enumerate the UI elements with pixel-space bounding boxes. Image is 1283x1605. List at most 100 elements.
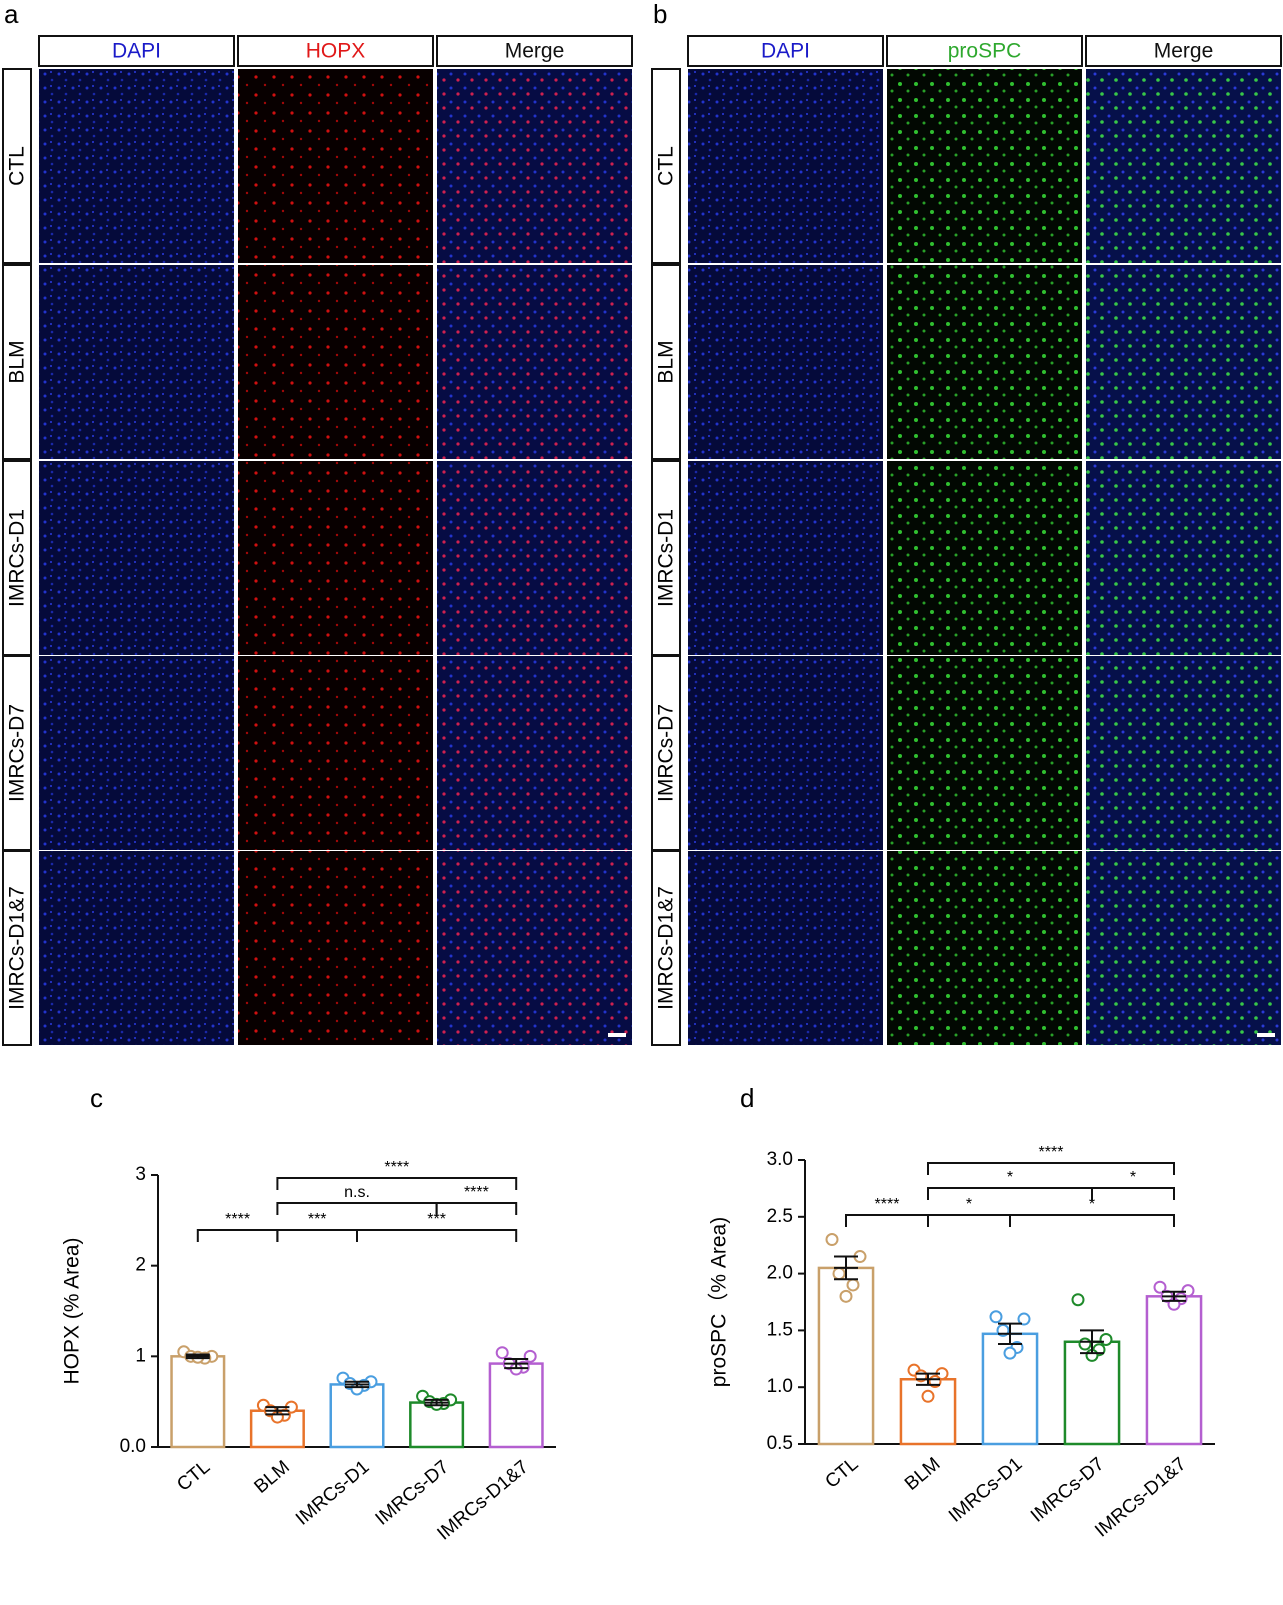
y-tick-label: 2.0 xyxy=(767,1263,793,1284)
micrograph xyxy=(238,69,433,263)
micrograph xyxy=(887,69,1082,263)
scale-bar xyxy=(1257,1033,1275,1037)
significance-bracket xyxy=(276,1202,438,1215)
column-header: Merge xyxy=(505,40,565,63)
column-header-box xyxy=(237,35,434,67)
micrograph xyxy=(1086,461,1281,655)
row-label-box xyxy=(651,264,681,460)
x-tick-label: CTL xyxy=(173,1457,214,1496)
bar xyxy=(1145,1295,1203,1446)
x-tick-label: IMRCs-D7 xyxy=(1027,1454,1108,1527)
row-label-box xyxy=(2,460,32,656)
y-tick-label: 3.0 xyxy=(767,1149,793,1170)
row-label: IMRCs-D7 xyxy=(6,704,29,802)
column-header-box xyxy=(687,35,884,67)
significance-label: **** xyxy=(464,1184,489,1201)
significance-bracket xyxy=(1009,1214,1175,1227)
micrograph xyxy=(238,851,433,1045)
significance-bracket xyxy=(1091,1187,1175,1200)
y-tick-label: 1.0 xyxy=(767,1376,793,1397)
column-header: DAPI xyxy=(761,40,810,63)
panel-label: d xyxy=(740,1083,754,1113)
row-label: IMRCs-D1 xyxy=(655,509,678,607)
row-label: IMRCs-D1 xyxy=(6,509,29,607)
micrograph xyxy=(437,265,632,459)
micrograph xyxy=(887,851,1082,1045)
micrograph xyxy=(238,461,433,655)
y-tick-label: 2.5 xyxy=(767,1206,793,1227)
y-axis-label: proSPC（% Area) xyxy=(708,1217,731,1387)
data-point xyxy=(832,1267,846,1281)
x-tick-label: CTL xyxy=(821,1454,862,1493)
micrograph xyxy=(39,656,234,850)
y-tick-label: 0.5 xyxy=(767,1433,793,1454)
data-point xyxy=(1099,1332,1113,1346)
bar xyxy=(170,1355,226,1449)
significance-label: * xyxy=(966,1196,972,1213)
data-point xyxy=(846,1278,860,1292)
data-point xyxy=(1017,1312,1031,1326)
significance-bracket xyxy=(196,1229,279,1242)
y-tick-label: 1.5 xyxy=(767,1319,793,1340)
row-label: IMRCs-D1&7 xyxy=(6,886,29,1010)
micrograph xyxy=(437,851,632,1045)
significance-bracket xyxy=(927,1187,1093,1200)
micrograph xyxy=(688,461,883,655)
significance-label: **** xyxy=(875,1196,900,1213)
micrograph xyxy=(39,69,234,263)
panel-label: c xyxy=(90,1083,103,1113)
y-tick-label: 2 xyxy=(135,1255,146,1276)
micrograph xyxy=(437,656,632,850)
x-tick-label: BLM xyxy=(901,1454,944,1495)
data-point xyxy=(1181,1284,1195,1298)
significance-label: **** xyxy=(384,1159,409,1176)
row-label: CTL xyxy=(655,146,678,186)
bar xyxy=(899,1377,957,1446)
micrograph xyxy=(39,461,234,655)
micrograph xyxy=(238,265,433,459)
micrograph xyxy=(1086,69,1281,263)
y-axis-label: HOPX (% Area) xyxy=(61,1237,84,1384)
column-header: HOPX xyxy=(306,40,366,63)
micrograph xyxy=(437,461,632,655)
y-tick-label: 3 xyxy=(135,1164,146,1185)
data-point xyxy=(1071,1293,1085,1307)
row-label-box xyxy=(2,264,32,460)
row-label-box xyxy=(651,68,681,264)
column-header: proSPC xyxy=(948,40,1022,63)
significance-bracket xyxy=(927,1162,1175,1175)
row-label-box xyxy=(651,460,681,656)
row-label: IMRCs-D7 xyxy=(655,704,678,802)
micrograph xyxy=(437,69,632,263)
data-point xyxy=(1078,1337,1092,1351)
column-header: Merge xyxy=(1154,40,1214,63)
significance-label: **** xyxy=(225,1211,250,1228)
significance-bracket xyxy=(276,1229,358,1242)
data-point xyxy=(839,1289,853,1303)
micrograph xyxy=(1086,265,1281,459)
micrograph xyxy=(688,851,883,1045)
column-header: DAPI xyxy=(112,40,161,63)
y-tick-label: 1 xyxy=(135,1345,146,1366)
scale-bar xyxy=(608,1033,626,1037)
significance-label: **** xyxy=(1039,1144,1064,1161)
data-point xyxy=(1153,1280,1167,1294)
micrograph xyxy=(1086,851,1281,1045)
column-header-box xyxy=(436,35,633,67)
x-tick-label: IMRCs-D1&7 xyxy=(1091,1454,1190,1542)
column-header-box xyxy=(886,35,1083,67)
micrograph xyxy=(887,656,1082,850)
row-label: BLM xyxy=(655,340,678,383)
row-label: CTL xyxy=(6,146,29,186)
significance-label: * xyxy=(1007,1169,1013,1186)
significance-label: *** xyxy=(427,1211,446,1228)
column-header-box xyxy=(1085,35,1282,67)
significance-label: *** xyxy=(308,1211,327,1228)
significance-bracket xyxy=(276,1177,518,1190)
x-tick-label: BLM xyxy=(250,1457,293,1498)
row-label-box xyxy=(651,850,681,1046)
panel-label: a xyxy=(4,0,19,29)
x-tick-label: IMRCs-D1 xyxy=(945,1454,1026,1527)
data-point xyxy=(989,1310,1003,1324)
